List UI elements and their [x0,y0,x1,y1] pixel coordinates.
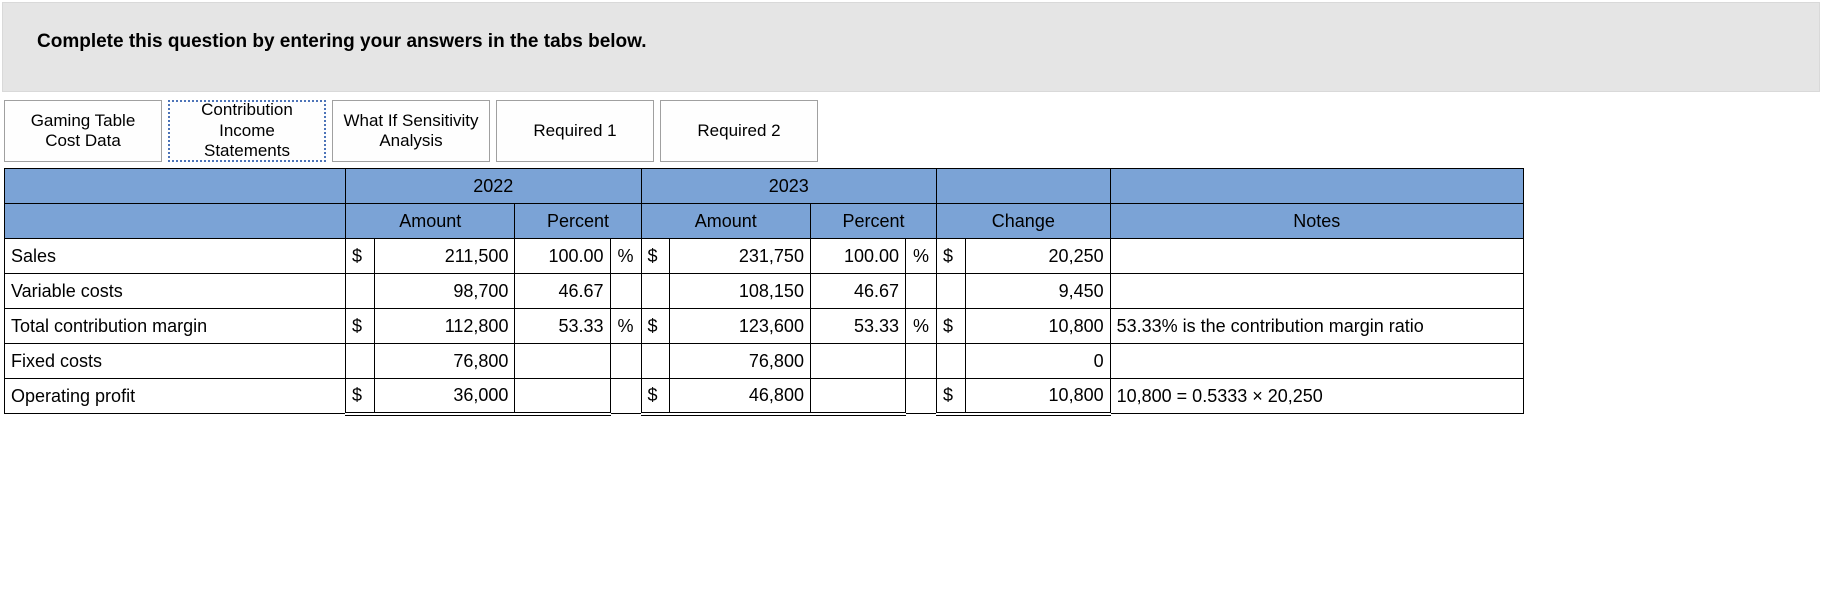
row-label: Sales [5,239,346,274]
change-value: 10,800 [965,379,1110,414]
table-body: Sales$211,500100.00%$231,750100.00%$20,2… [5,239,1524,414]
amount-2023: 123,600 [670,309,811,344]
instruction-text: Complete this question by entering your … [37,31,647,52]
dollar-sign [346,274,375,309]
change-value: 0 [965,344,1110,379]
percent-unit [906,379,937,414]
notes-cell [1110,344,1523,379]
percent-2022: 46.67 [515,274,610,309]
sub-header-row: Amount Percent Amount Percent Change Not… [5,204,1524,239]
notes-cell [1110,274,1523,309]
row-label: Fixed costs [5,344,346,379]
table-row: Variable costs98,70046.67108,15046.679,4… [5,274,1524,309]
tab-label: Required 1 [533,121,616,141]
table-row: Sales$211,500100.00%$231,750100.00%$20,2… [5,239,1524,274]
percent-2023: 53.33 [810,309,905,344]
percent-2023 [810,379,905,414]
percent-2022: 53.33 [515,309,610,344]
tab-label: Gaming Table Cost Data [11,111,155,152]
dollar-sign [641,274,670,309]
table-row: Operating profit$36,000$46,800$10,80010,… [5,379,1524,414]
tab-label: What If Sensitivity Analysis [339,111,483,152]
percent-2022 [515,344,610,379]
table-row: Total contribution margin$112,80053.33%$… [5,309,1524,344]
table-row: Fixed costs 76,800 76,800 0 [5,344,1524,379]
amount-2023: 46,800 [670,379,811,414]
dollar-sign: $ [937,239,966,274]
dollar-sign: $ [641,379,670,414]
amount-2022: 76,800 [374,344,515,379]
year-2023-header: 2023 [641,169,937,204]
tab-required-2[interactable]: Required 2 [660,100,818,162]
notes-cell: 10,800 = 0.5333 × 20,250 [1110,379,1523,414]
percent-2022-header: Percent [515,204,641,239]
instruction-bar: Complete this question by entering your … [2,2,1820,92]
percent-2022: 100.00 [515,239,610,274]
percent-unit: % [610,239,641,274]
dollar-sign [641,344,670,379]
blank-header [1110,169,1523,204]
percent-unit: % [610,309,641,344]
dollar-sign: $ [641,239,670,274]
tabs-row: Gaming Table Cost Data Contribution Inco… [4,100,1822,162]
dollar-sign: $ [346,309,375,344]
year-2022-header: 2022 [346,169,642,204]
dollar-sign [937,274,966,309]
dollar-sign: $ [346,379,375,414]
percent-2023: 100.00 [810,239,905,274]
amount-2022: 211,500 [374,239,515,274]
change-value: 20,250 [965,239,1110,274]
notes-cell: 53.33% is the contribution margin ratio [1110,309,1523,344]
dollar-sign: $ [937,309,966,344]
dollar-sign: $ [937,379,966,414]
amount-2023: 231,750 [670,239,811,274]
row-label: Total contribution margin [5,309,346,344]
percent-unit [906,344,937,379]
tab-required-1[interactable]: Required 1 [496,100,654,162]
year-header-row: 2022 2023 [5,169,1524,204]
amount-2022-header: Amount [346,204,515,239]
change-value: 10,800 [965,309,1110,344]
percent-unit [610,274,641,309]
percent-unit: % [906,239,937,274]
amount-2023: 76,800 [670,344,811,379]
notes-cell [1110,239,1523,274]
percent-unit [610,379,641,414]
amount-2023-header: Amount [641,204,810,239]
percent-2023: 46.67 [810,274,905,309]
dollar-sign: $ [346,239,375,274]
income-statements-table: 2022 2023 Amount Percent Amount Percent … [4,168,1524,416]
blank-header [5,169,346,204]
percent-unit: % [906,309,937,344]
row-label: Operating profit [5,379,346,414]
blank-header [937,169,1111,204]
percent-unit [906,274,937,309]
change-value: 9,450 [965,274,1110,309]
amount-2022: 36,000 [374,379,515,414]
amount-2022: 98,700 [374,274,515,309]
dollar-sign [346,344,375,379]
percent-unit [610,344,641,379]
notes-header: Notes [1110,204,1523,239]
row-label: Variable costs [5,274,346,309]
tab-what-if-sensitivity-analysis[interactable]: What If Sensitivity Analysis [332,100,490,162]
tab-contribution-income-statements[interactable]: Contribution Income Statements [168,100,326,162]
dollar-sign: $ [641,309,670,344]
tab-label: Contribution Income Statements [176,100,318,161]
dollar-sign [937,344,966,379]
amount-2022: 112,800 [374,309,515,344]
percent-2022 [515,379,610,414]
percent-2023 [810,344,905,379]
blank-header [5,204,346,239]
tab-label: Required 2 [697,121,780,141]
amount-2023: 108,150 [670,274,811,309]
tab-gaming-table-cost-data[interactable]: Gaming Table Cost Data [4,100,162,162]
percent-2023-header: Percent [810,204,936,239]
change-header: Change [937,204,1111,239]
